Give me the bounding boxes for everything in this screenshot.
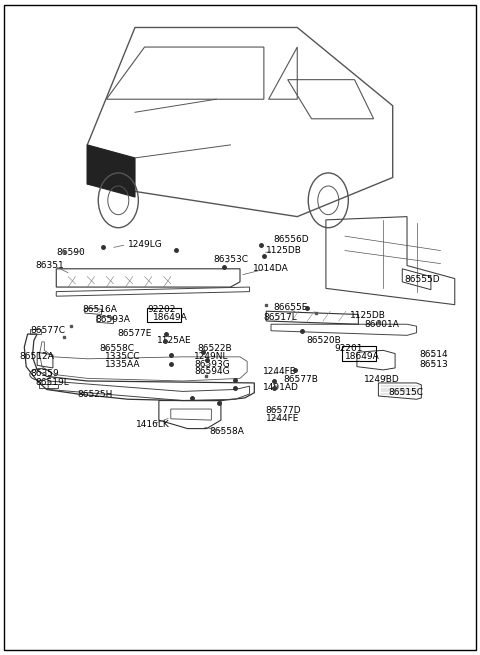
Text: 86525H: 86525H (78, 390, 113, 398)
Text: 86577C: 86577C (30, 326, 65, 335)
Text: 1249NL: 1249NL (194, 352, 228, 361)
Text: 86594G: 86594G (194, 367, 230, 377)
Text: 86512A: 86512A (20, 352, 54, 361)
Text: 86519L: 86519L (36, 379, 70, 388)
Polygon shape (87, 145, 135, 197)
Text: 1244FB: 1244FB (263, 367, 297, 377)
Text: 86577E: 86577E (118, 329, 152, 338)
Text: 86517L: 86517L (263, 312, 297, 322)
Text: 1249BD: 1249BD (364, 375, 400, 384)
Text: 18649A: 18649A (153, 313, 188, 322)
Bar (342, 346, 376, 361)
Bar (147, 308, 181, 322)
Text: 92202: 92202 (147, 305, 175, 314)
Text: 86515C: 86515C (388, 388, 423, 397)
Text: 86558C: 86558C (100, 344, 135, 353)
Text: 1335CC: 1335CC (106, 352, 141, 361)
Text: 92201: 92201 (335, 344, 363, 353)
Text: 86601A: 86601A (364, 320, 399, 329)
Text: 86351: 86351 (36, 261, 64, 270)
Text: 1014DA: 1014DA (253, 265, 288, 273)
Text: 1244FE: 1244FE (266, 415, 299, 423)
Text: 1125AE: 1125AE (157, 336, 192, 345)
Text: 86514: 86514 (420, 350, 448, 360)
Text: 1125DB: 1125DB (266, 246, 302, 255)
Text: 1416LK: 1416LK (136, 420, 170, 428)
Text: 86513: 86513 (420, 360, 448, 369)
Text: 1491AD: 1491AD (263, 383, 299, 392)
Text: 86556D: 86556D (274, 235, 309, 244)
Text: 1125DB: 1125DB (350, 311, 385, 320)
Text: 86516A: 86516A (83, 305, 118, 314)
Text: 1249LG: 1249LG (128, 240, 163, 249)
Text: 86577D: 86577D (266, 406, 301, 415)
Text: 18649A: 18649A (345, 352, 380, 361)
Text: 86593G: 86593G (194, 360, 230, 369)
Text: 86359: 86359 (30, 369, 59, 378)
Text: 86558A: 86558A (209, 427, 244, 436)
Text: 86577B: 86577B (283, 375, 318, 384)
Text: 86522B: 86522B (197, 344, 232, 353)
Text: 86353C: 86353C (214, 255, 249, 264)
Text: 86555D: 86555D (405, 275, 440, 284)
Text: 86655E: 86655E (274, 303, 308, 312)
Text: 86593A: 86593A (95, 315, 130, 324)
Text: 86590: 86590 (56, 248, 85, 257)
Text: 1335AA: 1335AA (106, 360, 141, 369)
Text: 86520B: 86520B (307, 336, 342, 345)
